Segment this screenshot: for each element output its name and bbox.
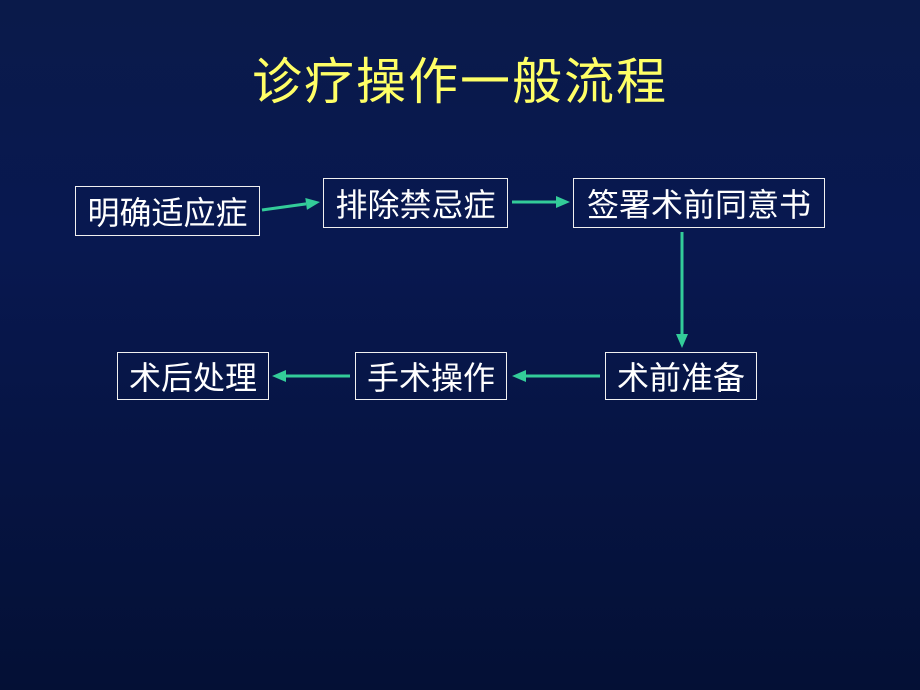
slide: 诊疗操作一般流程 明确适应症 排除禁忌症 签署术前同意书 术前准备 手术操作 术… xyxy=(0,0,920,690)
flow-arrows xyxy=(0,0,920,690)
